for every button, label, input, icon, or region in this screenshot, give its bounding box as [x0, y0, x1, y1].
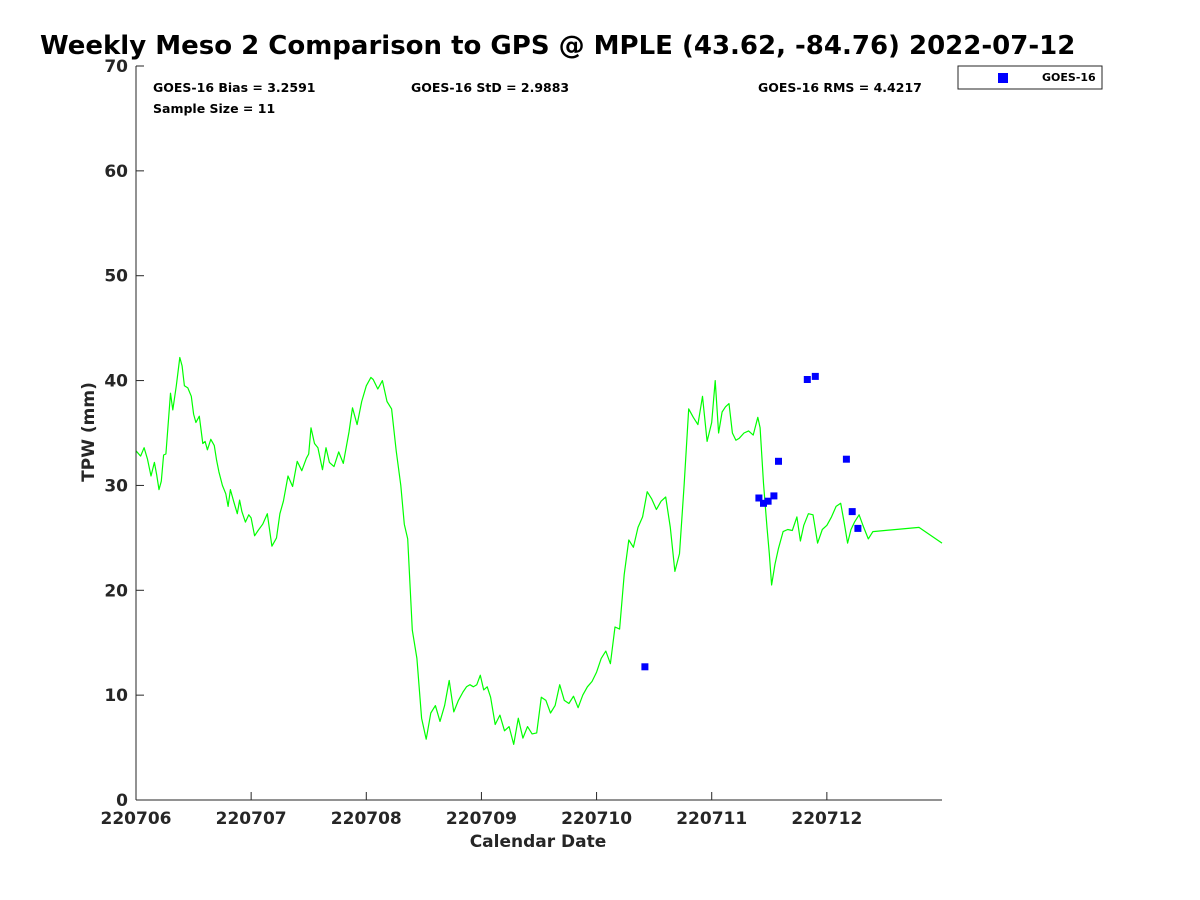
chart-title: Weekly Meso 2 Comparison to GPS @ MPLE (…	[40, 31, 1075, 61]
goes-16-point	[854, 524, 862, 532]
x-ticks: 220706 220707 220708 220709 220710 220711 2207…	[101, 792, 862, 829]
plot-area	[135, 356, 943, 745]
goes-16-point	[775, 457, 782, 465]
y-axis-label: TPW (mm)	[79, 382, 99, 482]
goes-16-point	[755, 494, 763, 502]
y-tick-label: 20	[104, 581, 128, 601]
goes-16-point	[641, 663, 649, 671]
bias-stat: GOES-16 Bias = 3.2591	[153, 80, 315, 95]
x-tick-label: 220710	[561, 809, 632, 829]
x-tick-label: 220706	[101, 809, 172, 829]
std-stat: GOES-16 StD = 2.9883	[411, 80, 569, 95]
goes-16-point	[760, 499, 767, 507]
goes-16-point	[811, 372, 819, 380]
y-tick-label: 50	[104, 267, 128, 287]
goes-16-point	[848, 508, 856, 516]
rms-stat: GOES-16 RMS = 4.4217	[758, 80, 922, 95]
x-tick-label: 220708	[331, 809, 402, 829]
x-tick-label: 220712	[791, 809, 862, 829]
x-tick-label: 220707	[216, 809, 287, 829]
goes-16-point	[764, 497, 772, 505]
goes-16-point	[842, 455, 850, 463]
y-tick-label: 0	[116, 791, 128, 811]
goes-16-series	[641, 372, 862, 671]
x-tick-label: 220709	[446, 809, 517, 829]
x-axis-label: Calendar Date	[470, 832, 607, 852]
axes: 0 10 20 30 40 50 60 70 220706 220707 220708 220709…	[101, 57, 942, 829]
y-tick-label: 70	[104, 57, 128, 77]
legend-label-goes-16: GOES-16	[1042, 71, 1096, 84]
y-tick-label: 60	[104, 162, 128, 182]
y-ticks: 0 10 20 30 40 50 60 70	[104, 57, 144, 811]
goes-16-point	[770, 492, 778, 500]
statistics-panel: GOES-16 Bias = 3.2591 GOES-16 StD = 2.98…	[153, 80, 922, 116]
legend-box	[957, 65, 1103, 90]
gps-tpw-series-line	[135, 356, 943, 745]
x-tick-label: 220711	[676, 809, 747, 829]
y-tick-label: 40	[104, 372, 128, 392]
y-tick-label: 30	[104, 476, 128, 496]
y-tick-label: 10	[104, 686, 128, 706]
goes-16-point	[803, 376, 811, 383]
legend-marker-goes-16	[998, 73, 1008, 83]
legend: GOES-16	[957, 65, 1103, 90]
sample-size-stat: Sample Size = 11	[153, 101, 275, 116]
